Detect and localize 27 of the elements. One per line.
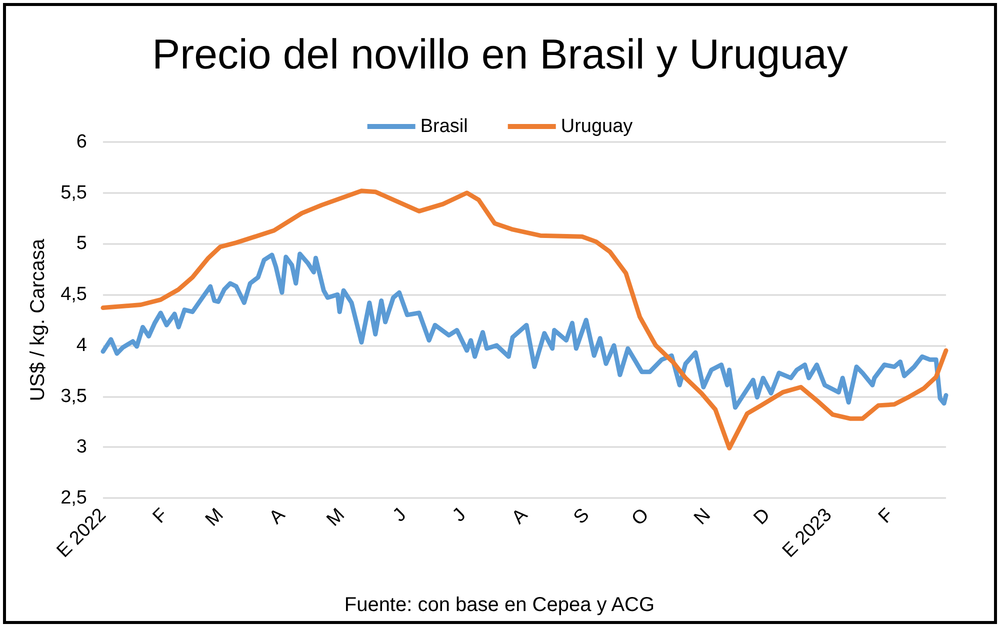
y-axis-title: US$ / kg. Carcasa: [27, 238, 49, 402]
source-note: Fuente: con base en Cepea y ACG: [344, 594, 655, 616]
x-tick-label: F: [874, 504, 898, 528]
line-series: [100, 188, 948, 450]
x-tick-label: O: [628, 504, 654, 530]
x-tick-label: N: [690, 504, 715, 530]
line-series: [100, 252, 948, 410]
y-tick-label: 2,5: [60, 488, 87, 508]
x-tick-label: M: [322, 504, 350, 531]
legend-label: Uruguay: [560, 116, 634, 137]
y-tick-label: 3: [76, 436, 87, 458]
y-tick-label: 4,5: [60, 284, 87, 306]
y-tick-label: 6: [76, 132, 87, 152]
x-tick-label: A: [508, 504, 532, 528]
x-tick-label: J: [389, 504, 411, 526]
x-tick-label: J: [448, 504, 470, 526]
y-tick-label: 4: [76, 334, 88, 356]
x-tick-label: A: [266, 504, 290, 528]
x-tick-label: D: [750, 504, 774, 530]
x-tick-label: S: [570, 504, 594, 528]
x-tick-label: F: [149, 504, 172, 528]
legend-label: Brasil: [420, 116, 468, 137]
y-tick-label: 5,5: [60, 182, 87, 204]
chart-title: Precio del novillo en Brasil y Uruguay: [152, 30, 848, 78]
x-tick-label: M: [202, 504, 228, 531]
y-tick-label: 3,5: [60, 386, 87, 407]
y-tick-label: 5: [76, 233, 87, 254]
